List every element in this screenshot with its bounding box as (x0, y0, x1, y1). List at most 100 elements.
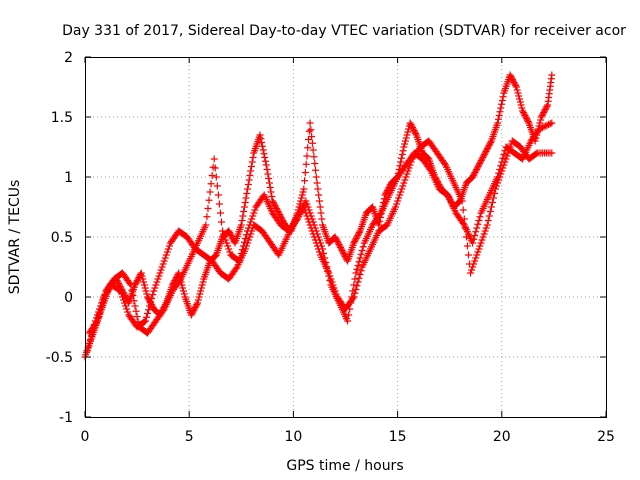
data-point (156, 269, 164, 277)
data-point (475, 217, 483, 224)
data-point (164, 245, 172, 253)
data-point (302, 197, 310, 205)
data-point (86, 336, 94, 344)
data-point (307, 126, 315, 134)
x-tick-label: 15 (389, 429, 407, 445)
x-tick-label: 5 (185, 429, 194, 445)
data-point (401, 176, 409, 184)
data-point (131, 302, 139, 310)
data-point (398, 154, 406, 162)
data-point (472, 167, 480, 175)
data-point (249, 154, 257, 161)
y-tick-label: 2 (64, 50, 73, 66)
data-point (344, 317, 352, 325)
data-point (163, 248, 171, 256)
data-point (353, 265, 361, 273)
data-point (352, 235, 360, 242)
data-point (221, 233, 229, 241)
data-point (222, 236, 230, 244)
data-point (88, 328, 96, 336)
data-point (225, 227, 233, 235)
data-point (536, 119, 544, 127)
data-point (126, 280, 134, 287)
data-point (351, 236, 359, 244)
data-point (459, 206, 467, 214)
data-point (327, 275, 335, 283)
data-point (350, 239, 358, 247)
data-point (304, 144, 312, 152)
data-point (483, 145, 491, 152)
data-point (494, 179, 502, 187)
data-point (355, 230, 363, 238)
data-point (224, 242, 232, 250)
data-point (318, 215, 326, 223)
data-point (261, 154, 269, 161)
data-point (205, 196, 213, 204)
data-point (307, 224, 315, 232)
data-point (470, 170, 478, 178)
data-point (219, 227, 227, 235)
data-point (478, 155, 486, 163)
data-point (189, 308, 197, 316)
data-point (269, 197, 277, 205)
data-point (210, 155, 218, 163)
data-point (502, 155, 510, 163)
data-point (239, 212, 247, 220)
data-point (353, 282, 361, 290)
data-point (334, 239, 342, 247)
data-point (351, 238, 359, 245)
data-point (486, 140, 494, 148)
data-point (243, 190, 251, 197)
data-point (140, 318, 148, 326)
data-point (115, 280, 123, 287)
data-point (143, 290, 151, 298)
data-point (190, 305, 198, 313)
data-point (133, 313, 141, 320)
data-point (410, 127, 418, 134)
data-point (546, 120, 554, 128)
data-point (463, 242, 471, 250)
data-point (337, 244, 345, 251)
data-point (152, 281, 160, 289)
data-point (504, 149, 512, 157)
data-point (460, 215, 468, 223)
data-point (308, 227, 316, 235)
data-point (541, 106, 549, 113)
data-point (503, 152, 511, 160)
data-point (481, 149, 489, 157)
data-point (400, 143, 408, 151)
data-point (515, 92, 523, 100)
data-point (245, 176, 253, 184)
data-point (540, 109, 548, 116)
data-point (312, 239, 320, 247)
data-point (147, 298, 155, 306)
data-point (140, 281, 148, 289)
data-point (472, 254, 480, 262)
data-point (487, 203, 495, 211)
data-point (312, 166, 320, 174)
data-point (357, 250, 365, 258)
data-point (220, 230, 228, 238)
data-point (226, 248, 234, 256)
data-point (510, 79, 518, 86)
data-point (473, 251, 481, 259)
data-point (472, 228, 480, 236)
data-point (353, 233, 361, 241)
data-point (500, 161, 508, 169)
data-point (412, 130, 420, 137)
data-point (354, 232, 362, 239)
data-point (354, 278, 362, 286)
x-tick-label: 0 (81, 429, 90, 445)
data-point (508, 74, 516, 82)
data-point (274, 208, 282, 215)
data-point (497, 170, 505, 178)
data-point (223, 239, 231, 247)
data-point (116, 287, 124, 295)
data-point (375, 221, 383, 229)
data-point (548, 71, 556, 79)
data-point (83, 347, 91, 355)
data-point (296, 200, 304, 208)
data-point (331, 233, 339, 241)
data-point (330, 284, 338, 292)
data-point (225, 245, 233, 253)
